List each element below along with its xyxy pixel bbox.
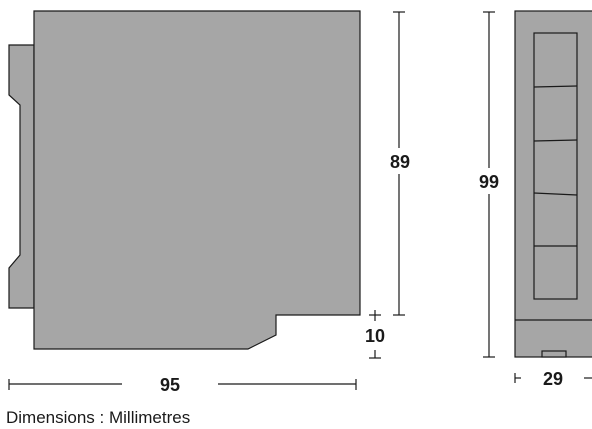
dimensions-caption: Dimensions : Millimetres: [6, 408, 191, 427]
dimension-line-10: [369, 310, 381, 359]
side-view-housing: [33, 10, 361, 350]
dimension-line-29: [514, 373, 592, 383]
dimension-label-95: 95: [160, 375, 180, 395]
front-panel-window: [533, 32, 578, 300]
dimension-label-29: 29: [543, 369, 563, 389]
front-view-housing: [514, 10, 592, 358]
dimension-line-95: [8, 379, 357, 390]
dimension-label-89: 89: [390, 152, 410, 172]
dimension-label-99: 99: [479, 172, 499, 192]
front-view-terminal-tab: [541, 350, 567, 358]
dimension-label-10: 10: [365, 326, 385, 346]
din-rail-clip: [8, 44, 35, 309]
